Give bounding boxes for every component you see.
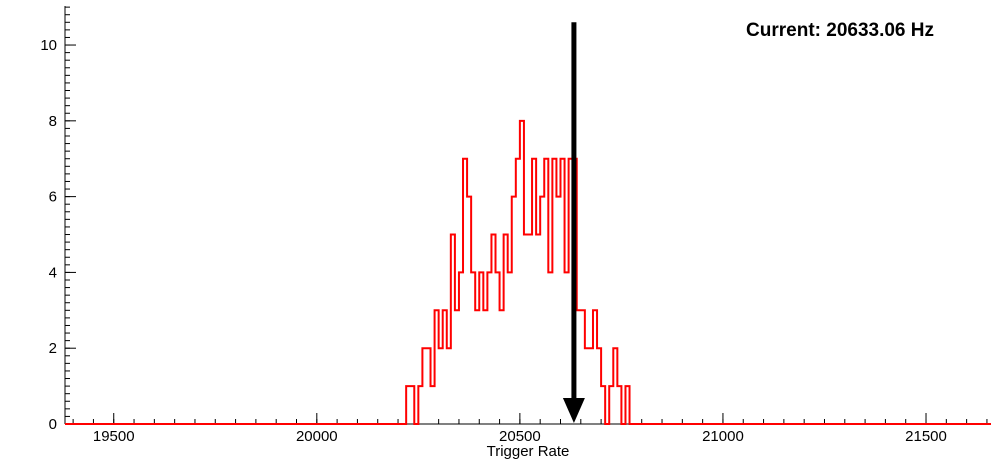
svg-text:10: 10 — [40, 37, 57, 54]
current-rate-annotation: Current: 20633.06 Hz — [746, 20, 934, 41]
svg-text:21500: 21500 — [905, 428, 947, 445]
svg-text:21000: 21000 — [702, 428, 744, 445]
tick-labels: 19500 20000 20500 21000 21500 0 2 4 6 8 10 — [40, 37, 947, 445]
svg-text:6: 6 — [49, 189, 57, 206]
svg-text:2: 2 — [49, 340, 57, 357]
svg-text:8: 8 — [49, 113, 57, 130]
x-axis-title: Trigger Rate — [486, 443, 570, 460]
svg-text:20500: 20500 — [499, 428, 541, 445]
arrow-head-icon — [562, 398, 585, 423]
svg-text:20000: 20000 — [296, 428, 338, 445]
axes — [64, 6, 991, 425]
current-rate-arrow — [562, 22, 585, 423]
svg-text:0: 0 — [49, 416, 57, 433]
tick-marks — [65, 6, 988, 425]
histogram-line — [65, 119, 991, 425]
svg-text:19500: 19500 — [93, 428, 135, 445]
svg-text:4: 4 — [49, 264, 57, 281]
